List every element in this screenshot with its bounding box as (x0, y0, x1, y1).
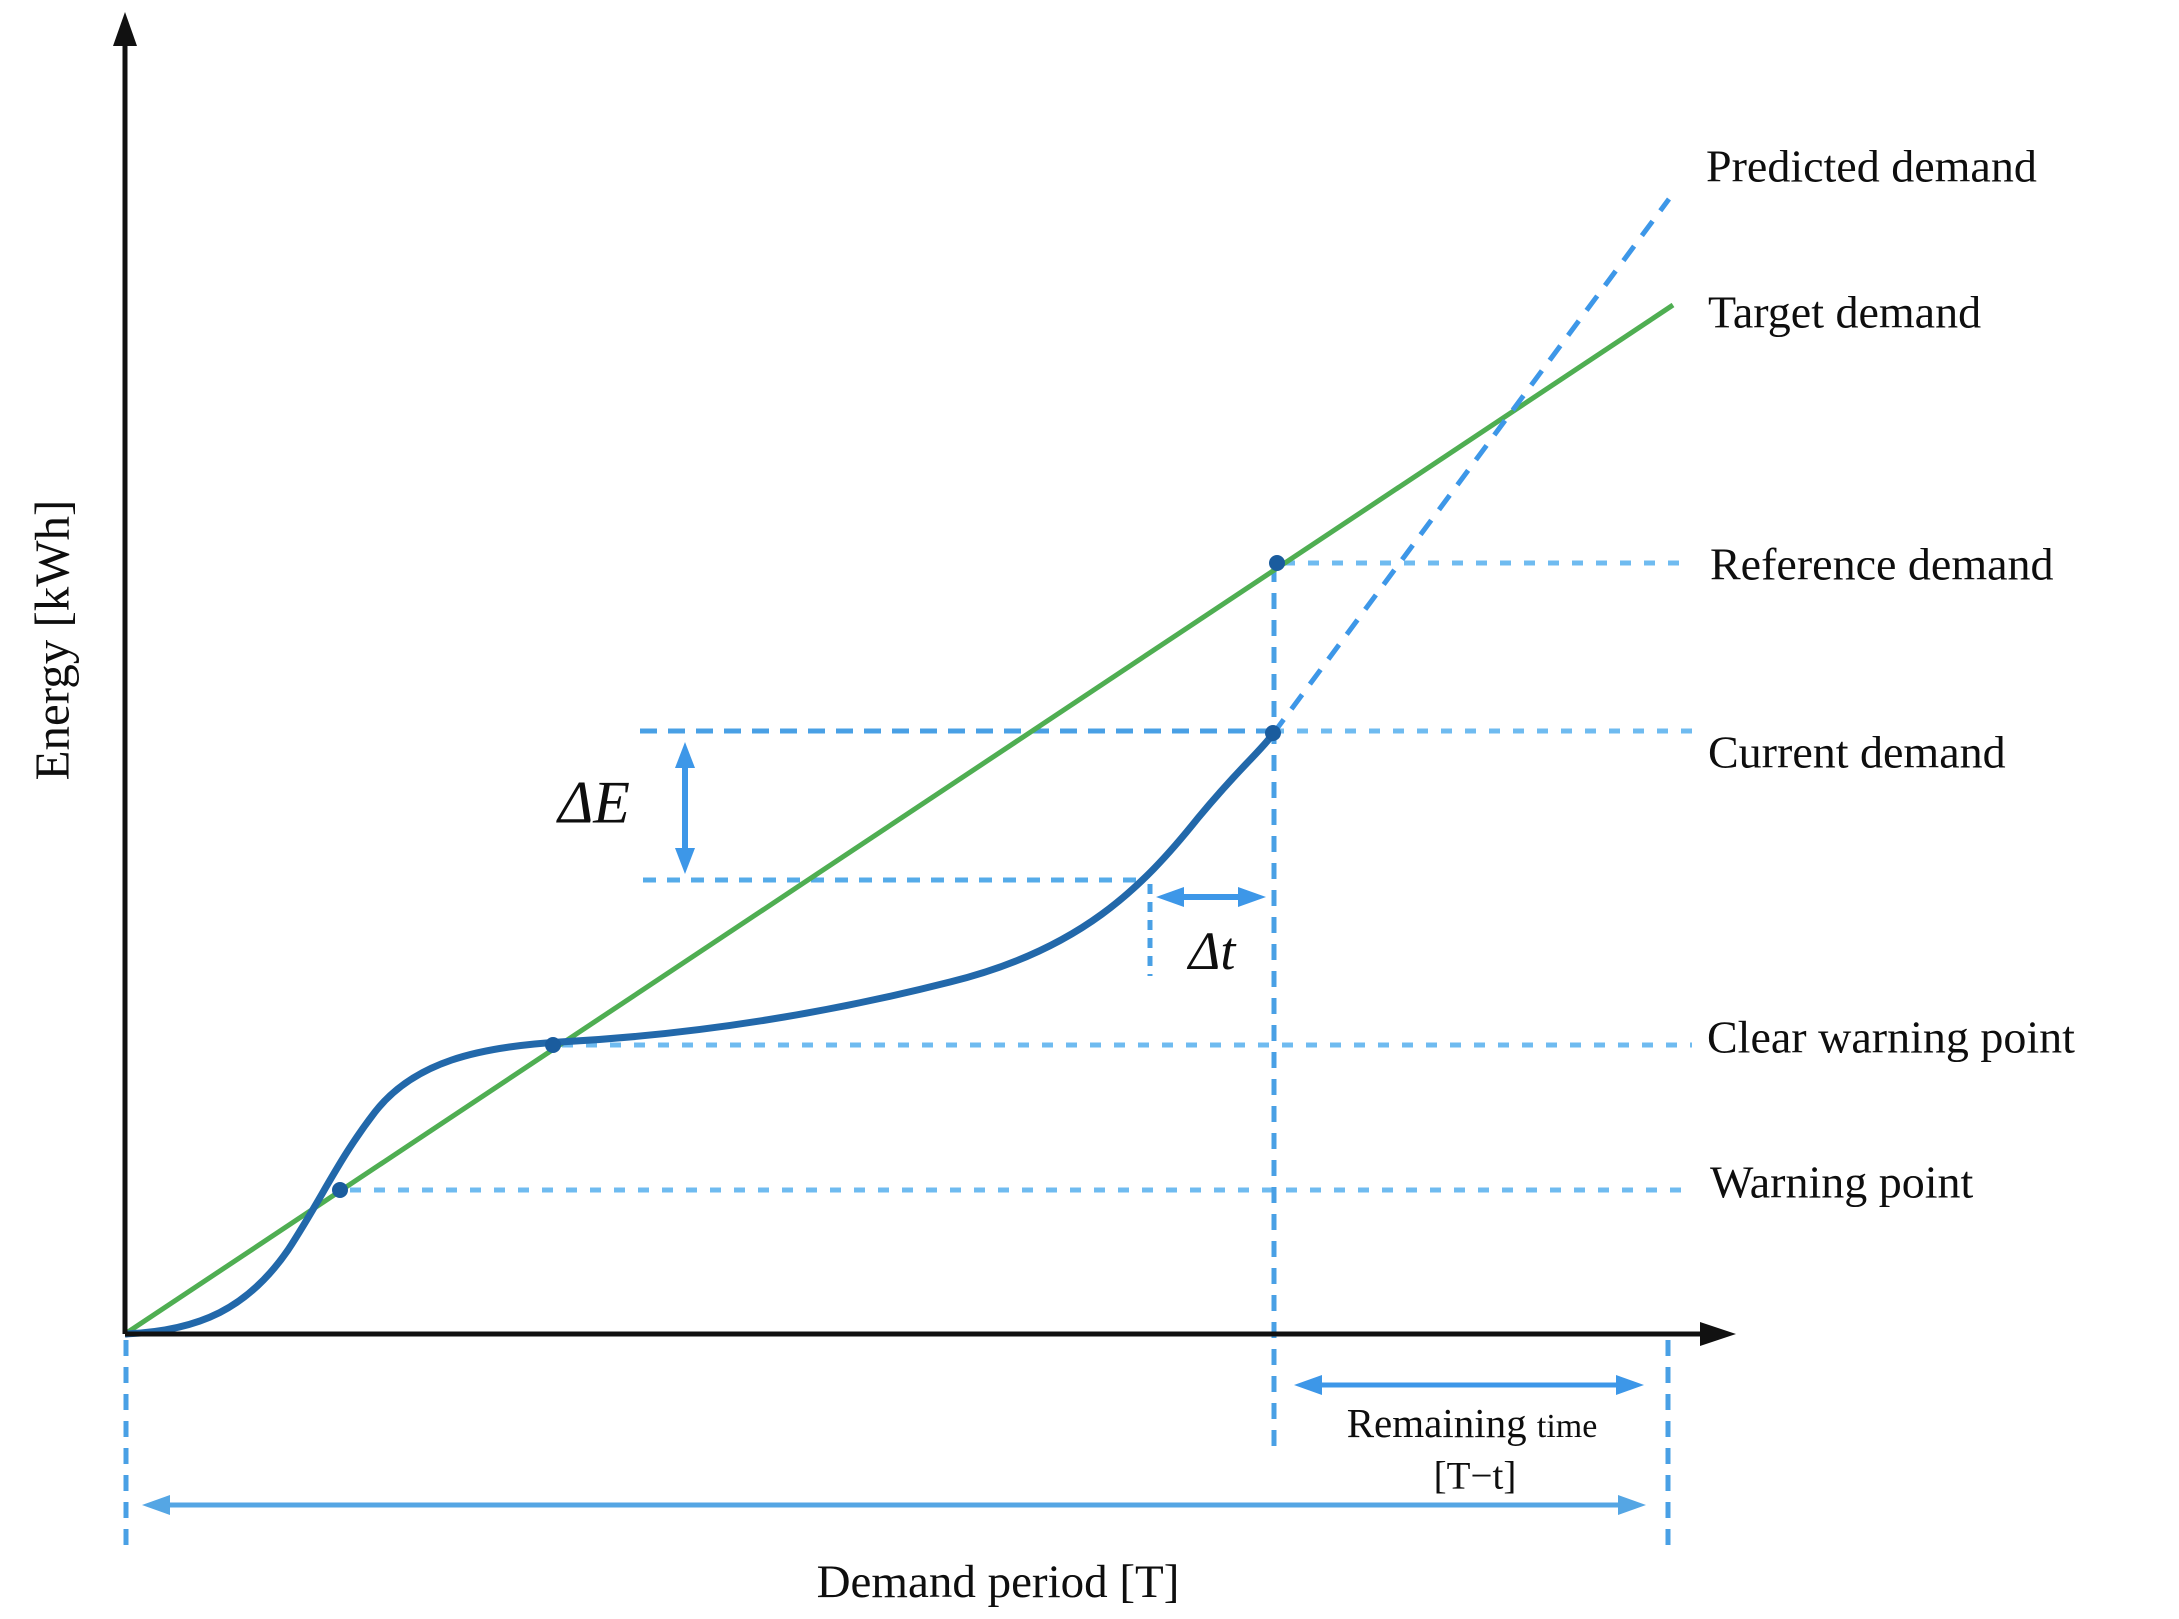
demand-period-arrow (142, 1495, 1646, 1515)
warning-point-label: Warning point (1710, 1156, 1974, 1208)
predicted-demand-line (1270, 197, 1672, 736)
x-axis (125, 1322, 1736, 1346)
reference-demand-marker (1269, 555, 1285, 571)
current-demand-marker (1265, 725, 1281, 741)
delta-e-arrow (675, 742, 695, 874)
y-axis-label: Energy [kWh] (24, 499, 80, 781)
actual-demand-curve (124, 731, 1276, 1338)
target-demand-label: Target demand (1708, 286, 1982, 338)
y-axis (113, 12, 137, 1334)
current-demand-label: Current demand (1708, 726, 2006, 778)
remaining-time-label: Remaining time (1347, 1399, 1598, 1447)
x-axis-label: Demand period [T] (816, 1556, 1180, 1608)
remaining-time-bracket-label: [T−t] (1433, 1454, 1517, 1498)
delta-e-label: ΔE (558, 769, 630, 836)
remaining-time-word-small: time (1536, 1408, 1598, 1445)
remaining-time-word: Remaining (1346, 1400, 1527, 1446)
warning-point-marker (332, 1182, 348, 1198)
remaining-time-arrow (1294, 1375, 1644, 1395)
reference-demand-label: Reference demand (1710, 538, 2054, 590)
clear-warning-point-marker (545, 1037, 561, 1053)
predicted-demand-label: Predicted demand (1706, 140, 2037, 192)
delta-t-arrow (1156, 887, 1266, 907)
clear-warning-point-label: Clear warning point (1707, 1011, 2075, 1063)
target-demand-line (123, 302, 1675, 1337)
delta-t-label: Δt (1188, 921, 1236, 981)
